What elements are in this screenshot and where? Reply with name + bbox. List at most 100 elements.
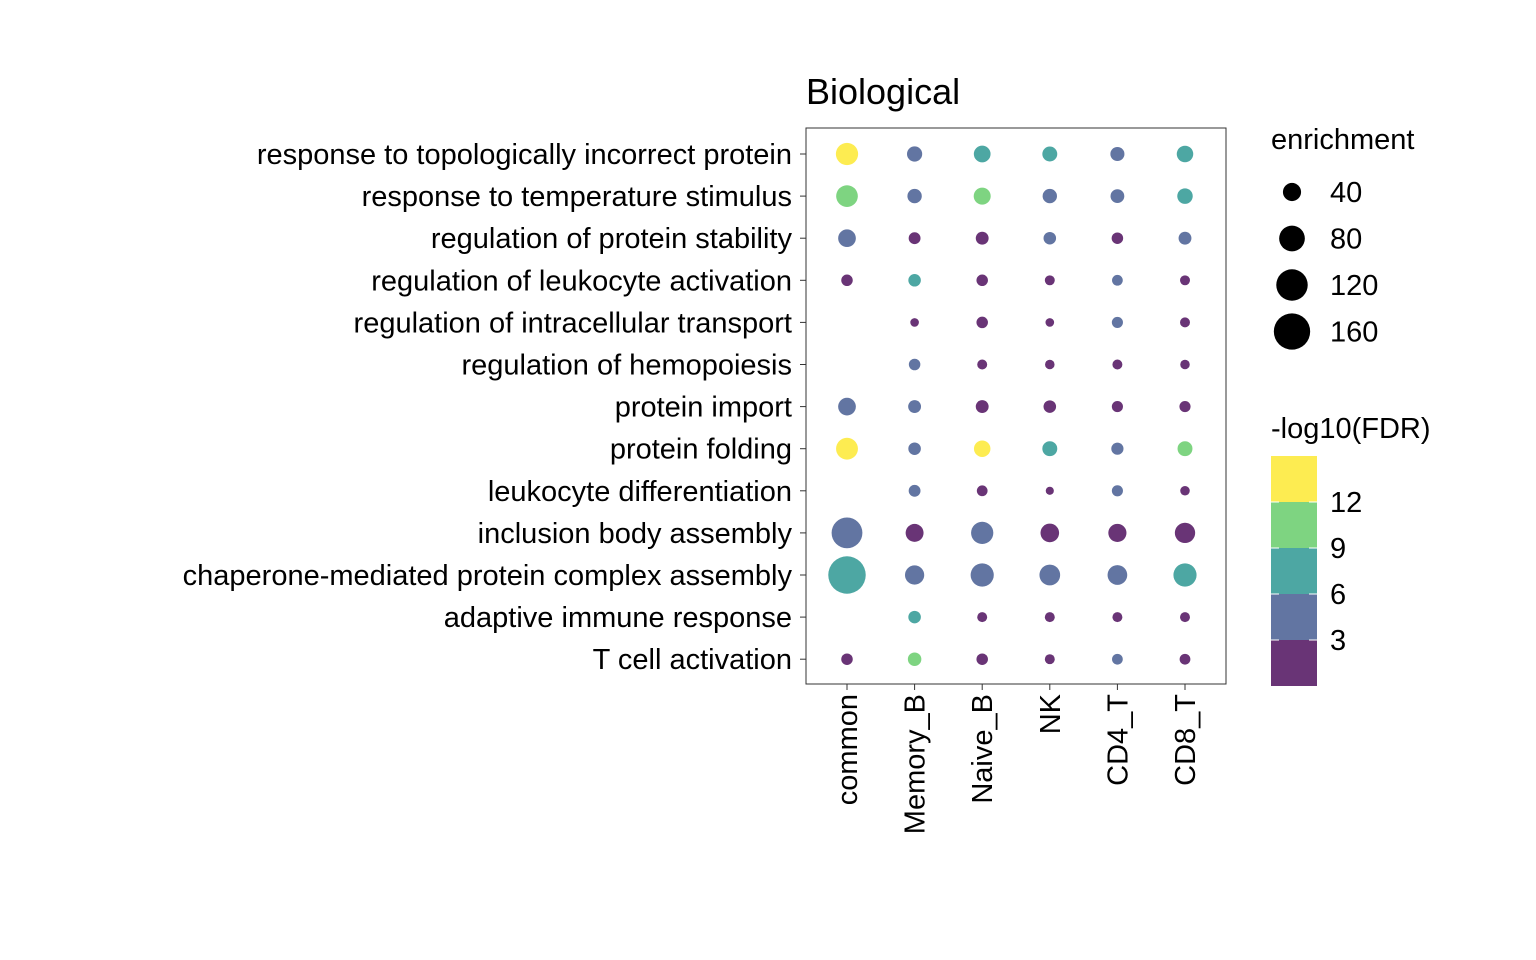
point-naive-b-regulation-of-intracellular-transport — [976, 316, 988, 329]
point-cd4-t-protein-folding — [1111, 442, 1124, 455]
point-common-response-to-temperature-stimulus — [836, 185, 858, 207]
colorbar-bin — [1271, 594, 1317, 640]
point-naive-b-protein-folding — [973, 440, 991, 457]
point-naive-b-regulation-of-leukocyte-activation — [976, 274, 988, 287]
point-cd8-t-leukocyte-differentiation — [1180, 486, 1190, 496]
point-memory-b-protein-folding — [908, 442, 921, 455]
colorbar-bin — [1271, 502, 1317, 548]
point-cd8-t-regulation-of-intracellular-transport — [1180, 317, 1190, 328]
size-legend-key — [1282, 182, 1302, 202]
x-tick-label-naive-b: Naive_B — [967, 694, 999, 804]
y-tick-label: regulation of intracellular transport — [354, 307, 792, 339]
size-legend-label: 80 — [1330, 224, 1362, 256]
point-cd8-t-regulation-of-hemopoiesis — [1180, 359, 1190, 370]
point-cd8-t-regulation-of-protein-stability — [1178, 231, 1192, 245]
x-tick-label-cd4-t: CD4_T — [1102, 694, 1134, 786]
size-legend-title: enrichment — [1271, 124, 1414, 156]
point-naive-b-protein-import — [975, 400, 989, 414]
size-legend-key — [1273, 313, 1311, 350]
point-nk-response-to-temperature-stimulus — [1042, 188, 1057, 204]
point-naive-b-regulation-of-protein-stability — [975, 231, 989, 245]
color-legend-title: -log10(FDR) — [1271, 413, 1431, 445]
point-nk-regulation-of-intracellular-transport — [1045, 318, 1055, 327]
point-common-regulation-of-protein-stability — [838, 229, 856, 248]
colorbar-bin — [1271, 640, 1317, 686]
plot-panel-border — [805, 127, 1227, 685]
chart-title: Biological — [806, 71, 960, 112]
size-legend-label: 40 — [1330, 177, 1362, 209]
point-cd4-t-regulation-of-leukocyte-activation — [1112, 274, 1123, 286]
point-cd4-t-leukocyte-differentiation — [1111, 485, 1123, 497]
y-tick-label: regulation of protein stability — [431, 223, 793, 255]
point-common-response-to-topologically-incorrect-protein — [835, 142, 859, 166]
x-tick-label-memory-b: Memory_B — [900, 694, 932, 834]
y-tick-label: protein import — [615, 392, 792, 424]
point-memory-b-inclusion-body-assembly — [905, 523, 924, 542]
point-cd8-t-chaperone-mediated-protein-complex-assembly — [1173, 563, 1197, 587]
point-cd8-t-t-cell-activation — [1179, 653, 1191, 665]
point-common-inclusion-body-assembly — [831, 517, 863, 549]
y-tick-label: regulation of hemopoiesis — [462, 350, 792, 382]
point-cd4-t-response-to-temperature-stimulus — [1110, 189, 1125, 203]
point-common-t-cell-activation — [841, 653, 853, 665]
point-cd4-t-t-cell-activation — [1112, 653, 1123, 665]
point-naive-b-response-to-topologically-incorrect-protein — [973, 145, 991, 163]
point-nk-regulation-of-hemopoiesis — [1045, 359, 1055, 370]
y-tick-label: T cell activation — [593, 644, 792, 676]
point-nk-response-to-topologically-incorrect-protein — [1042, 146, 1058, 162]
point-memory-b-regulation-of-intracellular-transport — [910, 318, 919, 327]
point-cd4-t-chaperone-mediated-protein-complex-assembly — [1107, 565, 1128, 585]
point-memory-b-t-cell-activation — [907, 652, 922, 666]
point-nk-chaperone-mediated-protein-complex-assembly — [1039, 564, 1061, 586]
y-tick-label: response to temperature stimulus — [362, 181, 792, 213]
point-cd8-t-protein-import — [1179, 401, 1191, 413]
point-cd8-t-response-to-temperature-stimulus — [1177, 188, 1193, 204]
point-nk-adaptive-immune-response — [1044, 612, 1055, 623]
colorbar-bin — [1271, 456, 1317, 502]
y-tick-label: protein folding — [610, 434, 792, 466]
point-naive-b-chaperone-mediated-protein-complex-assembly — [970, 563, 994, 587]
point-cd8-t-response-to-topologically-incorrect-protein — [1176, 145, 1194, 163]
point-memory-b-regulation-of-hemopoiesis — [908, 358, 921, 371]
y-tick-label: response to topologically incorrect prot… — [257, 139, 792, 171]
point-cd8-t-regulation-of-leukocyte-activation — [1180, 275, 1190, 286]
x-axis: common Memory_B Naive_B NK CD4_T CD8_T — [832, 684, 1202, 834]
point-memory-b-leukocyte-differentiation — [908, 484, 921, 497]
color-legend: -log10(FDR) 3 6 9 12 — [1271, 413, 1431, 686]
size-legend-label: 160 — [1330, 317, 1378, 349]
point-common-chaperone-mediated-protein-complex-assembly — [828, 556, 866, 594]
point-memory-b-regulation-of-leukocyte-activation — [908, 274, 921, 287]
y-tick-label: leukocyte differentiation — [488, 476, 792, 508]
colorbar-tick-label: 6 — [1330, 579, 1346, 611]
point-nk-regulation-of-leukocyte-activation — [1044, 275, 1055, 286]
point-cd8-t-inclusion-body-assembly — [1174, 522, 1196, 544]
point-naive-b-regulation-of-hemopoiesis — [977, 359, 988, 370]
x-tick-label-common: common — [832, 694, 864, 805]
size-legend-label: 120 — [1330, 270, 1378, 302]
point-cd4-t-regulation-of-hemopoiesis — [1112, 359, 1123, 370]
y-tick-label: regulation of leukocyte activation — [371, 265, 792, 297]
x-tick-label-cd8-t: CD8_T — [1170, 694, 1202, 786]
point-naive-b-leukocyte-differentiation — [976, 485, 988, 497]
x-tick-label-nk: NK — [1035, 693, 1067, 734]
size-legend-key — [1279, 225, 1305, 252]
point-nk-regulation-of-protein-stability — [1043, 231, 1057, 245]
point-cd4-t-response-to-topologically-incorrect-protein — [1110, 146, 1125, 162]
point-cd4-t-regulation-of-protein-stability — [1111, 232, 1124, 244]
colorbar-tick-label: 9 — [1330, 533, 1346, 565]
size-legend: enrichment 40 80 120 160 — [1271, 124, 1414, 350]
y-tick-label: chaperone-mediated protein complex assem… — [183, 560, 793, 592]
point-memory-b-protein-import — [908, 400, 922, 414]
point-common-protein-import — [838, 397, 856, 416]
point-memory-b-chaperone-mediated-protein-complex-assembly — [904, 565, 925, 585]
colorbar-tick-label: 12 — [1330, 487, 1362, 519]
point-nk-protein-import — [1043, 400, 1057, 413]
point-common-protein-folding — [836, 437, 858, 460]
point-cd4-t-regulation-of-intracellular-transport — [1111, 316, 1123, 328]
point-memory-b-adaptive-immune-response — [908, 610, 921, 624]
colorbar-tick-label: 3 — [1330, 625, 1346, 657]
size-legend-key — [1276, 269, 1308, 301]
point-naive-b-response-to-temperature-stimulus — [973, 187, 991, 205]
point-memory-b-response-to-temperature-stimulus — [907, 188, 922, 204]
